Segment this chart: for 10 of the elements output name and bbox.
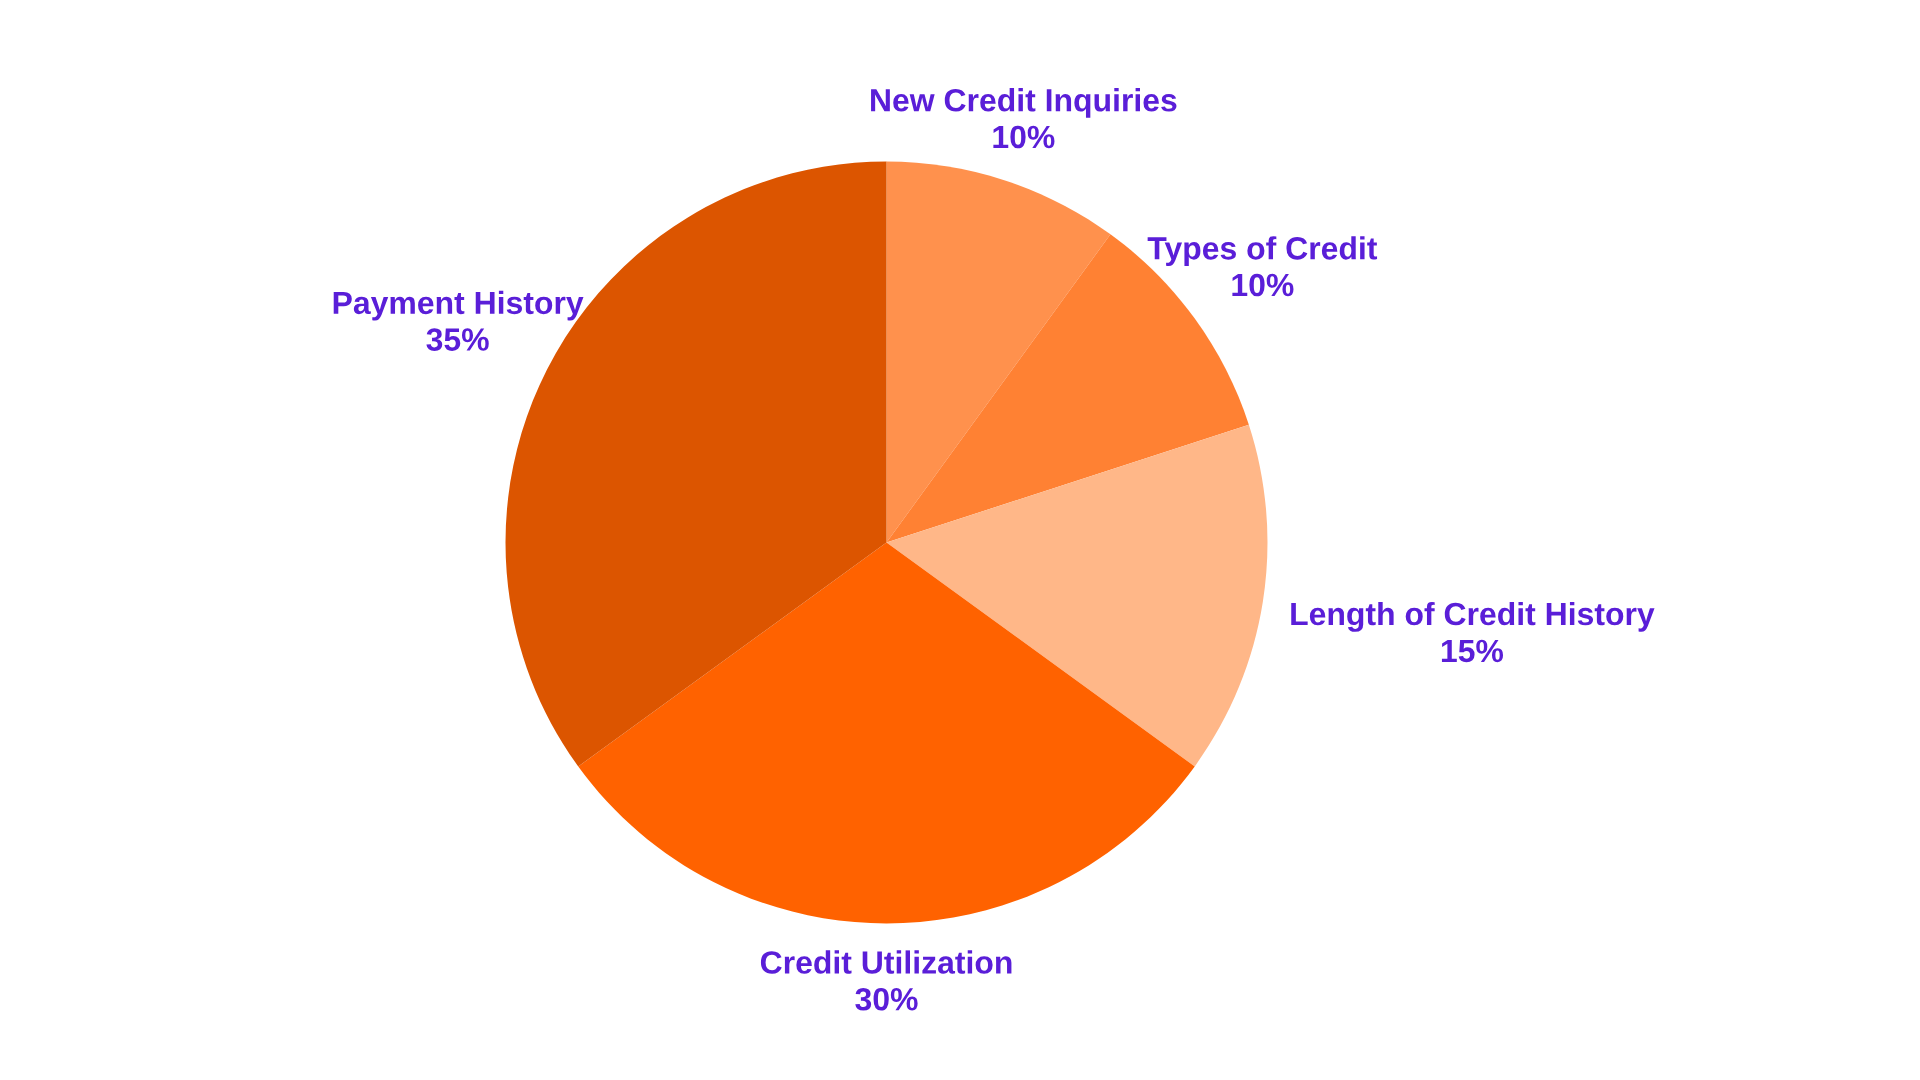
data-label: 10% <box>1232 273 1294 297</box>
slice-label: Length of Credit History <box>1291 601 1655 632</box>
slice-label: Types of Credit <box>1147 236 1378 266</box>
data-label: 15% <box>1441 639 1504 663</box>
data-label: 10% <box>993 125 1055 149</box>
data-label: 35% <box>426 328 489 351</box>
slice-label: Payment History <box>333 290 584 321</box>
slice-label: New Credit Inquiries <box>871 88 1177 118</box>
data-label: 30% <box>855 987 918 1011</box>
slice-label: Credit Utilization <box>760 950 1012 974</box>
